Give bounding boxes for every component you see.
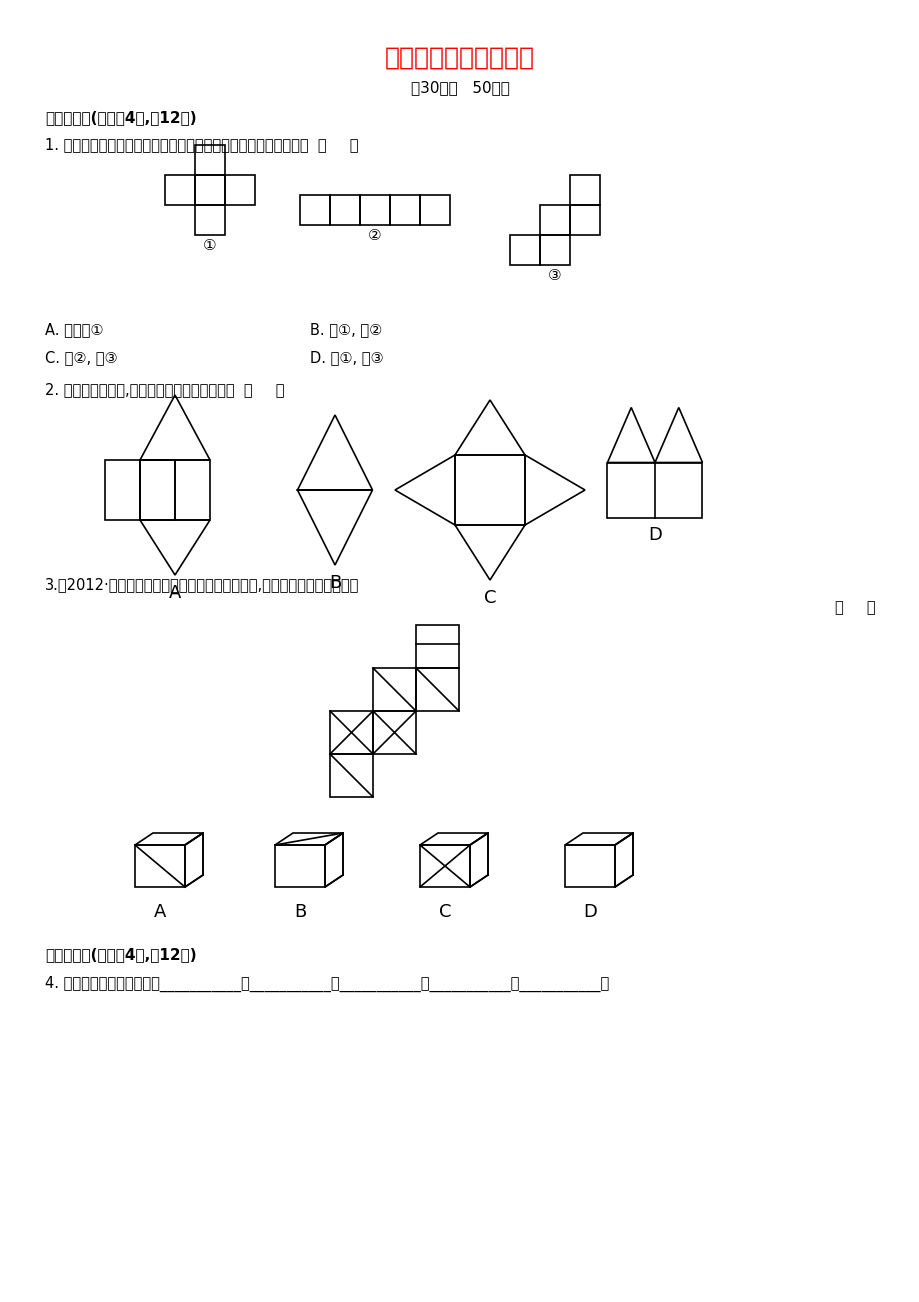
Bar (275, 845, 324, 887)
Text: C: C (483, 589, 495, 607)
Bar (225, 174, 255, 204)
Bar (195, 145, 225, 174)
Bar (539, 234, 570, 266)
Bar (607, 462, 702, 517)
Bar (415, 625, 459, 668)
Bar (330, 711, 372, 754)
Bar (564, 845, 614, 887)
Bar (570, 204, 599, 234)
Text: B. 图①, 图②: B. 图①, 图② (310, 323, 381, 337)
Text: 一、选择题(每小题4分,共12分): 一、选择题(每小题4分,共12分) (45, 111, 197, 125)
Text: D: D (647, 526, 661, 544)
Bar (359, 195, 390, 225)
Text: A: A (168, 585, 181, 602)
Bar (415, 668, 459, 711)
Bar (420, 845, 470, 887)
Bar (195, 174, 225, 204)
Text: 3.（2012·德州中考）如图给定的是纸盒的外表面,下面能由它折叠而成的是: 3.（2012·德州中考）如图给定的是纸盒的外表面,下面能由它折叠而成的是 (45, 578, 359, 592)
Bar (140, 460, 175, 519)
Text: 立体图形的表面展开图: 立体图形的表面展开图 (384, 46, 535, 70)
Text: B: B (328, 574, 341, 592)
Bar (372, 668, 415, 711)
Bar (420, 195, 449, 225)
Bar (372, 711, 415, 754)
Bar (140, 460, 210, 519)
Text: C. 图②, 图③: C. 图②, 图③ (45, 350, 118, 366)
Text: ①: ① (203, 237, 217, 253)
Text: 1. 一个无盖的正方体盒子的平面展开图可以是如图所示的图形中的  （     ）: 1. 一个无盖的正方体盒子的平面展开图可以是如图所示的图形中的 （ ） (45, 138, 358, 152)
Text: C: C (438, 904, 450, 921)
Text: （30分钟   50分）: （30分钟 50分） (410, 81, 509, 95)
Bar (570, 174, 599, 204)
Text: （     ）: （ ） (834, 600, 874, 616)
Text: D. 图①, 图③: D. 图①, 图③ (310, 350, 383, 366)
Text: 2. 下面四个图形中,是三棱柱的平面展开图的是  （     ）: 2. 下面四个图形中,是三棱柱的平面展开图的是 （ ） (45, 383, 284, 397)
Bar (509, 234, 539, 266)
Bar (455, 454, 525, 525)
Bar (165, 174, 195, 204)
Text: A: A (153, 904, 166, 921)
Bar (330, 754, 372, 797)
Text: 二、填空题(每小题4分,共12分): 二、填空题(每小题4分,共12分) (45, 948, 197, 962)
Text: D: D (583, 904, 596, 921)
Bar (195, 204, 225, 234)
Bar (330, 195, 359, 225)
Text: 4. 如图所示的多边形分别是___________、___________、___________、___________和___________。: 4. 如图所示的多边形分别是___________、___________、__… (45, 976, 608, 992)
Bar (135, 845, 185, 887)
Text: ③: ③ (548, 267, 562, 283)
Text: ②: ② (368, 228, 381, 242)
Text: B: B (293, 904, 306, 921)
Bar (539, 204, 570, 234)
Bar (300, 195, 330, 225)
Bar (105, 460, 140, 519)
Bar (390, 195, 420, 225)
Text: A. 只有图①: A. 只有图① (45, 323, 104, 337)
